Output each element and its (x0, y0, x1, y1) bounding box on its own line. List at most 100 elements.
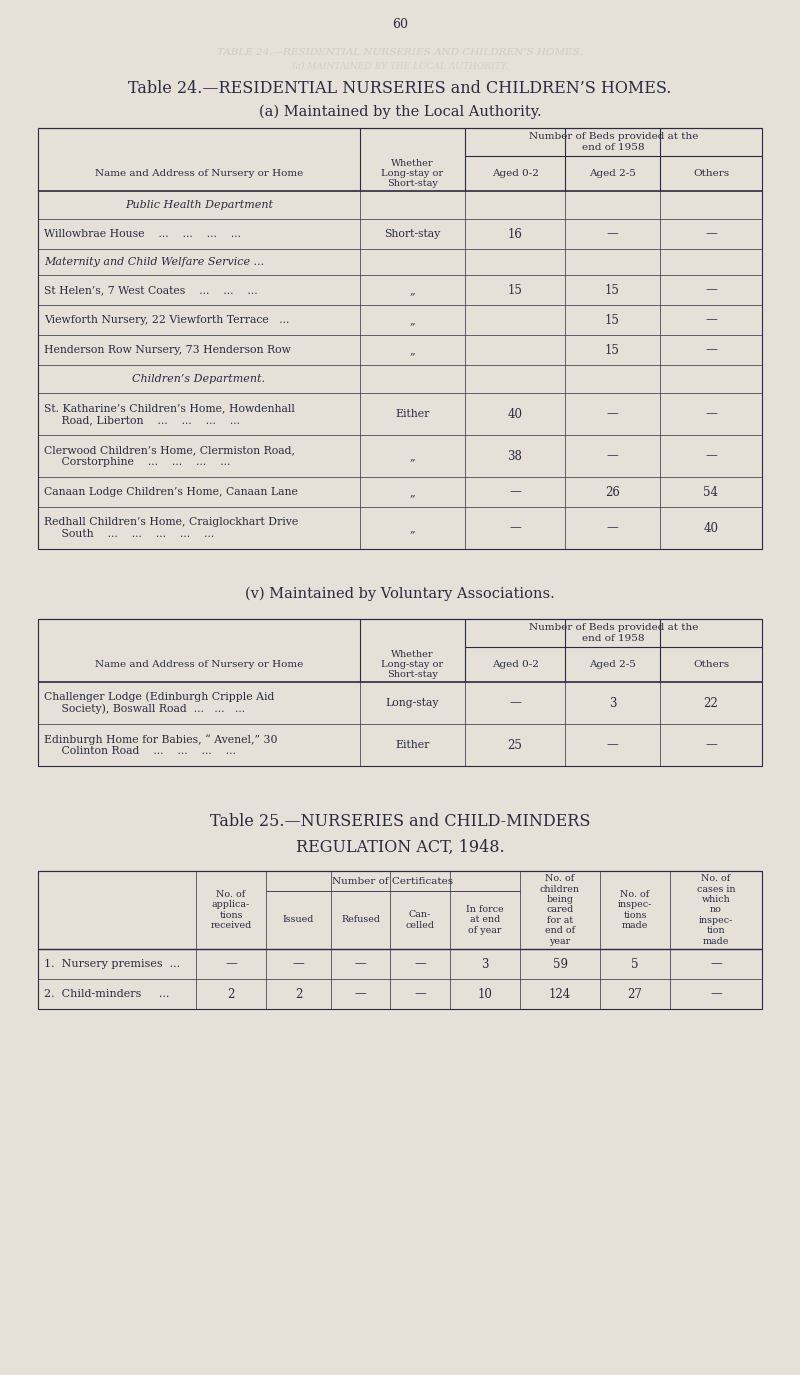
Text: No. of
cases in
which
no
inspec-
tion
made: No. of cases in which no inspec- tion ma… (697, 874, 735, 946)
Text: Redhall Children’s Home, Craiglockhart Drive
     South    ...    ...    ...    : Redhall Children’s Home, Craiglockhart D… (44, 517, 298, 539)
Text: „: „ (410, 487, 415, 496)
Text: 2: 2 (295, 987, 302, 1001)
Text: —: — (509, 697, 521, 710)
Text: In force
at end
of year: In force at end of year (466, 905, 504, 935)
Text: (a) Maintained by the Local Authority.: (a) Maintained by the Local Authority. (258, 104, 542, 120)
Text: 15: 15 (605, 344, 620, 356)
Text: —: — (414, 987, 426, 1001)
Text: —: — (509, 485, 521, 499)
Text: 10: 10 (478, 987, 493, 1001)
Text: „: „ (410, 451, 415, 461)
Text: —: — (606, 521, 618, 535)
Text: 26: 26 (605, 485, 620, 499)
Text: 5: 5 (631, 957, 638, 971)
Text: 38: 38 (507, 450, 522, 462)
Text: Children’s Department.: Children’s Department. (133, 374, 266, 384)
Text: Clerwood Children’s Home, Clermiston Road,
     Corstorphine    ...    ...    ..: Clerwood Children’s Home, Clermiston Roa… (44, 446, 295, 466)
Text: 54: 54 (703, 485, 718, 499)
Text: Number of Certificates: Number of Certificates (333, 876, 454, 886)
Text: „: „ (410, 522, 415, 534)
Text: Name and Address of Nursery or Home: Name and Address of Nursery or Home (95, 660, 303, 670)
Text: Short-stay: Short-stay (384, 230, 441, 239)
Text: Others: Others (693, 169, 729, 177)
Text: 124: 124 (549, 987, 571, 1001)
Text: 3: 3 (482, 957, 489, 971)
Text: 15: 15 (605, 314, 620, 326)
Text: No. of
children
being
cared
for at
end of
year: No. of children being cared for at end o… (540, 874, 580, 946)
Text: —: — (705, 344, 717, 356)
Text: 1.  Nursery premises  ...: 1. Nursery premises ... (44, 958, 180, 969)
Text: Viewforth Nursery, 22 Viewforth Terrace   ...: Viewforth Nursery, 22 Viewforth Terrace … (44, 315, 290, 324)
Text: Aged 0-2: Aged 0-2 (491, 660, 538, 670)
Text: 25: 25 (507, 738, 522, 752)
Text: —: — (606, 227, 618, 241)
Text: Public Health Department: Public Health Department (125, 199, 273, 210)
Text: Either: Either (395, 408, 430, 419)
Text: No. of
inspec-
tions
made: No. of inspec- tions made (618, 890, 652, 930)
Text: Number of Beds provided at the
end of 1958: Number of Beds provided at the end of 19… (529, 132, 698, 151)
Text: —: — (710, 957, 722, 971)
Text: —: — (705, 314, 717, 326)
Text: 40: 40 (507, 407, 522, 421)
Text: Aged 2-5: Aged 2-5 (589, 169, 636, 177)
Text: „: „ (410, 315, 415, 324)
Bar (38, 619, 762, 766)
Text: Long-stay: Long-stay (386, 698, 439, 708)
Text: Henderson Row Nursery, 73 Henderson Row: Henderson Row Nursery, 73 Henderson Row (44, 345, 291, 355)
Text: 59: 59 (553, 957, 567, 971)
Text: Issued: Issued (283, 916, 314, 924)
Text: REGULATION ACT, 1948.: REGULATION ACT, 1948. (296, 839, 504, 855)
Text: —: — (354, 987, 366, 1001)
Text: Refused: Refused (341, 916, 380, 924)
Text: TABLE 24.—RESIDENTIAL NURSERIES AND CHILDREN’S HOMES.: TABLE 24.—RESIDENTIAL NURSERIES AND CHIL… (217, 48, 583, 56)
Text: 15: 15 (605, 283, 620, 297)
Text: 2.  Child-minders     ...: 2. Child-minders ... (44, 989, 170, 1000)
Bar (38, 128, 762, 549)
Text: Whether
Long-stay or
Short-stay: Whether Long-stay or Short-stay (382, 649, 443, 679)
Text: (a) MAINTAINED BY THE LOCAL AUTHORITY.: (a) MAINTAINED BY THE LOCAL AUTHORITY. (292, 62, 508, 70)
Text: —: — (509, 521, 521, 535)
Text: „: „ (410, 285, 415, 296)
Text: St. Katharine’s Children’s Home, Howdenhall
     Road, Liberton    ...    ...   : St. Katharine’s Children’s Home, Howdenh… (44, 403, 295, 425)
Text: (v) Maintained by Voluntary Associations.: (v) Maintained by Voluntary Associations… (245, 587, 555, 601)
Text: —: — (606, 407, 618, 421)
Text: Either: Either (395, 740, 430, 749)
Text: 3: 3 (609, 697, 616, 710)
Text: Edinburgh Home for Babies, “ Avenel,” 30
     Colinton Road    ...    ...    ...: Edinburgh Home for Babies, “ Avenel,” 30… (44, 734, 278, 756)
Text: 15: 15 (507, 283, 522, 297)
Text: Willowbrae House    ...    ...    ...    ...: Willowbrae House ... ... ... ... (44, 230, 241, 239)
Text: Challenger Lodge (Edinburgh Cripple Aid
     Society), Boswall Road  ...   ...  : Challenger Lodge (Edinburgh Cripple Aid … (44, 692, 274, 715)
Text: Number of Beds provided at the
end of 1958: Number of Beds provided at the end of 19… (529, 623, 698, 642)
Text: —: — (225, 957, 237, 971)
Text: No. of
applica-
tions
received: No. of applica- tions received (210, 890, 252, 930)
Text: Canaan Lodge Children’s Home, Canaan Lane: Canaan Lodge Children’s Home, Canaan Lan… (44, 487, 298, 496)
Text: —: — (705, 407, 717, 421)
Text: —: — (705, 283, 717, 297)
Text: Table 25.—NURSERIES and CHILD-MINDERS: Table 25.—NURSERIES and CHILD-MINDERS (210, 813, 590, 829)
Text: 2: 2 (227, 987, 234, 1001)
Text: —: — (293, 957, 304, 971)
Text: 16: 16 (507, 227, 522, 241)
Text: „: „ (410, 345, 415, 355)
Text: Aged 0-2: Aged 0-2 (491, 169, 538, 177)
Text: 22: 22 (704, 697, 718, 710)
Text: Others: Others (693, 660, 729, 670)
Text: Maternity and Child Welfare Service ...: Maternity and Child Welfare Service ... (44, 257, 264, 267)
Text: —: — (705, 738, 717, 752)
Bar (38, 870, 762, 1009)
Text: —: — (710, 987, 722, 1001)
Text: —: — (705, 227, 717, 241)
Text: 40: 40 (703, 521, 718, 535)
Text: Whether
Long-stay or
Short-stay: Whether Long-stay or Short-stay (382, 158, 443, 188)
Text: Aged 2-5: Aged 2-5 (589, 660, 636, 670)
Text: —: — (606, 738, 618, 752)
Text: Can-
celled: Can- celled (406, 910, 434, 930)
Text: Table 24.—RESIDENTIAL NURSERIES and CHILDREN’S HOMES.: Table 24.—RESIDENTIAL NURSERIES and CHIL… (128, 80, 672, 96)
Text: —: — (606, 450, 618, 462)
Text: —: — (705, 450, 717, 462)
Text: Name and Address of Nursery or Home: Name and Address of Nursery or Home (95, 169, 303, 177)
Text: St Helen’s, 7 West Coates    ...    ...    ...: St Helen’s, 7 West Coates ... ... ... (44, 285, 258, 296)
Text: —: — (414, 957, 426, 971)
Text: —: — (354, 957, 366, 971)
Text: 27: 27 (627, 987, 642, 1001)
